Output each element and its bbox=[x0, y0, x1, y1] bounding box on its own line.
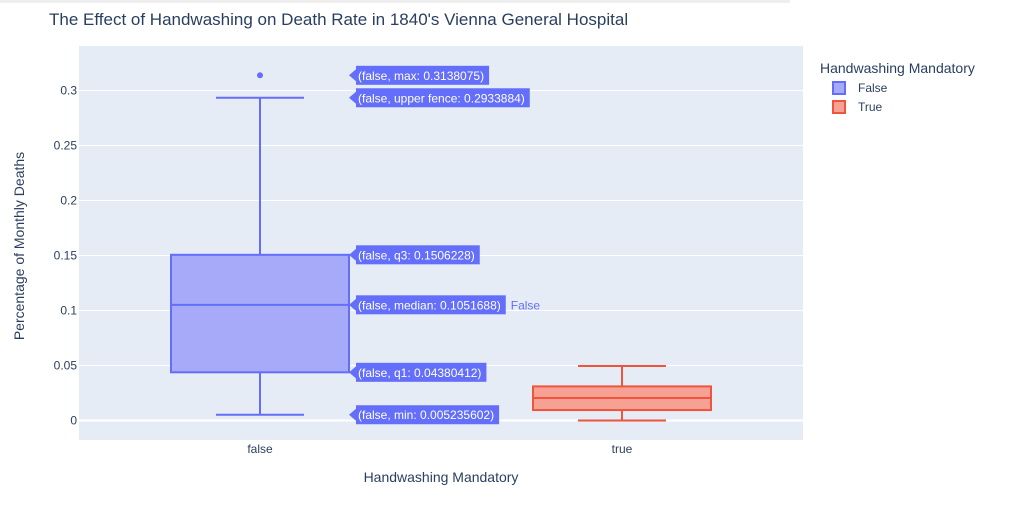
hover-label-pointer bbox=[349, 91, 356, 104]
hover-label-upper-fence: (false, upper fence: 0.2933884) bbox=[349, 88, 530, 108]
hover-label-pointer bbox=[349, 248, 356, 261]
hover-label-pointer bbox=[349, 408, 356, 421]
chart-title: The Effect of Handwashing on Death Rate … bbox=[49, 10, 628, 29]
legend-item-true: True bbox=[832, 100, 883, 114]
hover-label-box bbox=[356, 65, 490, 85]
x-tick-labels: false true bbox=[247, 442, 632, 456]
box-traces bbox=[170, 72, 712, 422]
hover-label-text: (false, upper fence: 0.2933884) bbox=[358, 91, 525, 105]
x-axis-title: Handwashing Mandatory bbox=[364, 469, 519, 485]
hover-label-text: (false, q1: 0.04380412) bbox=[358, 366, 481, 380]
y-tick-label: 0.3 bbox=[60, 84, 77, 98]
hover-label-q3: (false, q3: 0.1506228) bbox=[349, 245, 480, 265]
hover-label-text: (false, q3: 0.1506228) bbox=[358, 248, 475, 262]
top-edge-shadow bbox=[0, 0, 790, 3]
legend-swatch bbox=[832, 81, 846, 95]
hover-label-box bbox=[356, 295, 506, 315]
y-tick-label: 0.1 bbox=[60, 304, 77, 318]
box-trace-false bbox=[170, 72, 350, 416]
y-tick-label: 0 bbox=[70, 414, 77, 428]
hover-label-max: (false, max: 0.3138075) bbox=[349, 65, 490, 85]
y-axis-title: Percentage of Monthly Deaths bbox=[11, 152, 27, 340]
legend: Handwashing Mandatory False True bbox=[820, 60, 975, 114]
legend-label: True bbox=[858, 100, 883, 114]
hover-label-text: (false, median: 0.1051688) bbox=[358, 298, 501, 312]
legend-swatch bbox=[832, 100, 846, 114]
hover-label-box bbox=[356, 245, 480, 265]
y-tick-label: 0.25 bbox=[54, 139, 78, 153]
hover-label-min: (false, min: 0.005235602) bbox=[349, 405, 500, 425]
legend-title: Handwashing Mandatory bbox=[820, 60, 975, 76]
hover-label-q1: (false, q1: 0.04380412) bbox=[349, 362, 487, 382]
y-tick-label: 0.2 bbox=[60, 194, 77, 208]
x-tick-label: false bbox=[247, 442, 273, 456]
hover-label-box bbox=[356, 88, 530, 108]
legend-item-false: False bbox=[832, 81, 888, 95]
hover-trace-label: False bbox=[511, 298, 541, 312]
hover-label-pointer bbox=[349, 298, 356, 311]
hover-label-median: (false, median: 0.1051688) bbox=[349, 295, 506, 315]
hover-label-text: (false, max: 0.3138075) bbox=[358, 69, 484, 83]
hover-label-text: (false, min: 0.005235602) bbox=[358, 408, 494, 422]
y-tick-label: 0.05 bbox=[54, 359, 78, 373]
x-tick-label: true bbox=[612, 442, 633, 456]
hover-label-pointer bbox=[349, 69, 356, 82]
box-body bbox=[170, 253, 350, 374]
outlier-point bbox=[257, 72, 263, 79]
y-tick-labels: 0 0.05 0.1 0.15 0.2 0.25 0.3 bbox=[54, 84, 78, 428]
hover-labels: (false, max: 0.3138075) (false, upper fen… bbox=[349, 65, 541, 425]
hover-label-box bbox=[356, 362, 487, 382]
legend-label: False bbox=[858, 81, 888, 95]
y-tick-label: 0.15 bbox=[54, 249, 78, 263]
hover-label-box bbox=[356, 405, 500, 425]
hover-label-pointer bbox=[349, 366, 356, 379]
box-trace-true bbox=[532, 365, 712, 422]
